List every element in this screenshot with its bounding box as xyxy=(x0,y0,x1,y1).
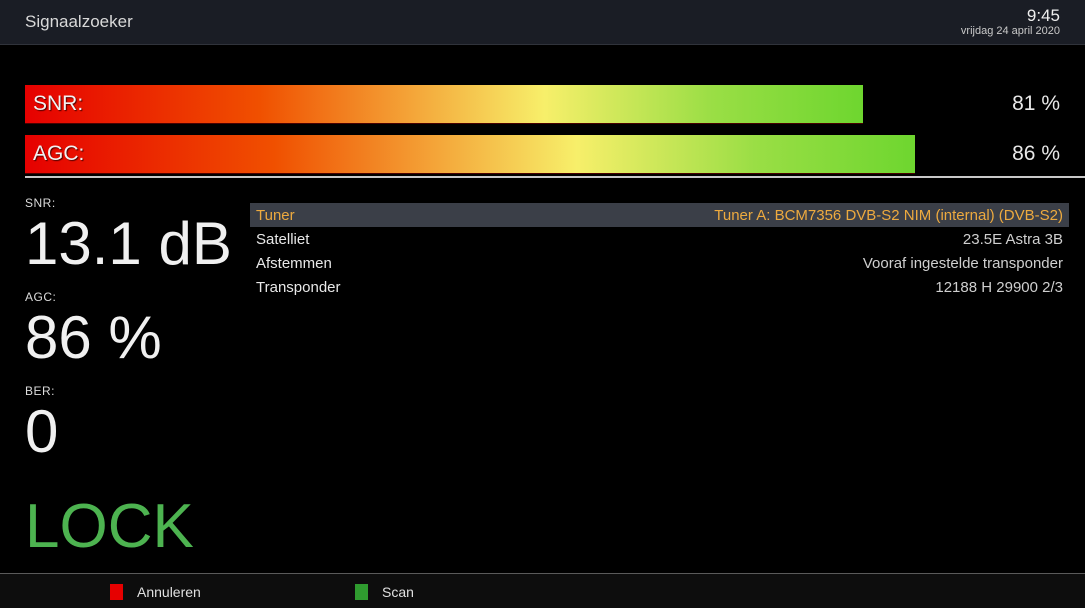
signal-stats: SNR: 13.1 dB AGC: 86 % BER: 0 xyxy=(25,196,255,478)
menu-label: Satelliet xyxy=(256,230,310,248)
agc-bar-label: AGC: xyxy=(33,142,85,165)
green-button-icon xyxy=(355,583,368,600)
tuner-settings-menu: Tuner Tuner A: BCM7356 DVB-S2 NIM (inter… xyxy=(250,203,1069,299)
ber-stat-label: BER: xyxy=(25,384,56,398)
agc-stat-label: AGC: xyxy=(25,290,57,304)
header-bar: Signaalzoeker 9:45 vrijdag 24 april 2020 xyxy=(0,0,1085,45)
cancel-button-label: Annuleren xyxy=(137,583,201,600)
footer-bar: Annuleren Scan xyxy=(0,573,1085,608)
snr-signal-bar: SNR: 81 % xyxy=(25,85,1060,123)
clock-time: 9:45 xyxy=(1026,6,1060,25)
agc-stat-value: 86 % xyxy=(25,304,162,371)
snr-bar-label: SNR: xyxy=(33,92,84,115)
agc-signal-bar: AGC: 86 % xyxy=(25,135,1060,173)
menu-value: 23.5E Astra 3B xyxy=(962,230,1063,248)
snr-bar-percent: 81 % xyxy=(1012,92,1060,115)
clock-date: vrijdag 24 april 2020 xyxy=(960,25,1060,37)
agc-bar-percent: 86 % xyxy=(1012,142,1060,165)
menu-label: Tuner xyxy=(256,206,295,224)
menu-value: Tuner A: BCM7356 DVB-S2 NIM (internal) (… xyxy=(714,206,1063,224)
page-title: Signaalzoeker xyxy=(25,12,133,31)
snr-stat-value: 13.1 dB xyxy=(25,210,232,277)
menu-row-transponder[interactable]: Transponder 12188 H 29900 2/3 xyxy=(250,275,1069,299)
menu-row-tuner[interactable]: Tuner Tuner A: BCM7356 DVB-S2 NIM (inter… xyxy=(250,203,1069,227)
lock-status: LOCK xyxy=(25,492,194,561)
agc-bar-fill: AGC: xyxy=(25,135,916,173)
red-button-icon xyxy=(110,583,123,600)
menu-row-tune-mode[interactable]: Afstemmen Vooraf ingestelde transponder xyxy=(250,251,1069,275)
snr-stat-label: SNR: xyxy=(25,196,56,210)
menu-value: 12188 H 29900 2/3 xyxy=(935,278,1063,296)
menu-label: Afstemmen xyxy=(256,254,332,272)
snr-bar-fill: SNR: xyxy=(25,85,864,123)
separator-line xyxy=(25,176,1085,178)
menu-label: Transponder xyxy=(256,278,341,296)
menu-row-satellite[interactable]: Satelliet 23.5E Astra 3B xyxy=(250,227,1069,251)
scan-button-label: Scan xyxy=(382,583,414,600)
menu-value: Vooraf ingestelde transponder xyxy=(862,254,1063,272)
scan-button[interactable]: Scan xyxy=(355,574,414,608)
cancel-button[interactable]: Annuleren xyxy=(110,574,201,608)
ber-stat-value: 0 xyxy=(25,398,59,465)
clock: 9:45 vrijdag 24 april 2020 xyxy=(961,6,1060,38)
